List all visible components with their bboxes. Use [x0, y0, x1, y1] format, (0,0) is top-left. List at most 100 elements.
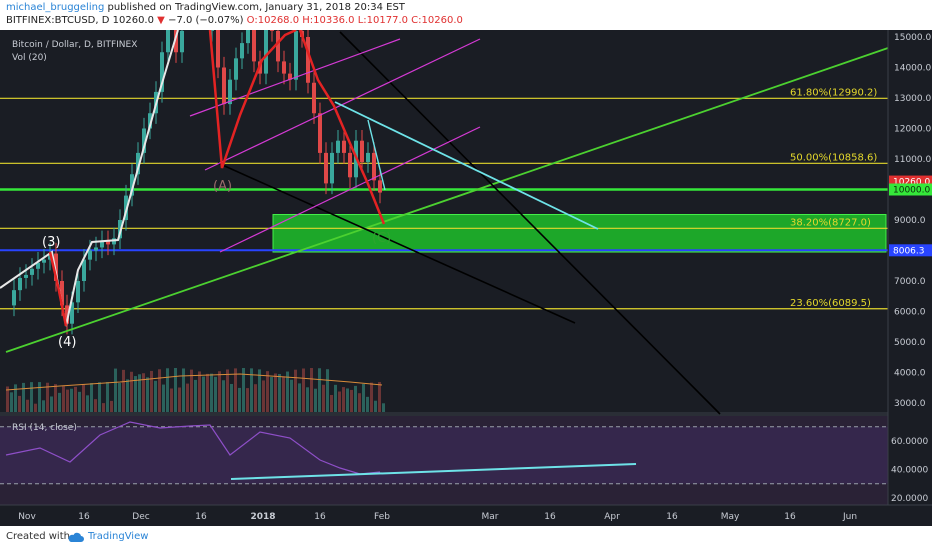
volume-bar: [370, 382, 373, 412]
volume-bar: [106, 382, 109, 412]
volume-bar: [122, 369, 125, 412]
ohlc-values: O:10268.0 H:10336.0 L:10177.0 C:10260.0: [246, 15, 463, 26]
candle-body: [216, 30, 220, 68]
candle-body: [60, 281, 64, 306]
chart-area[interactable]: 61.80%(12990.2) 50.00%(10858.6) 38.20%(872…: [0, 30, 932, 526]
y-tick-label: 15000.0: [894, 33, 931, 43]
volume-bar: [190, 369, 193, 412]
candle-body: [282, 61, 286, 74]
candle-body: [264, 30, 268, 74]
rsi-trend-line: [230, 463, 637, 480]
volume-bar: [218, 371, 221, 412]
ohlc-line: BITFINEX:BTCUSD, D 10260.0 ▼ −7.0 (−0.07…: [6, 15, 463, 26]
x-tick-label: 16: [195, 512, 207, 522]
volume-bar: [274, 373, 277, 412]
chart-header: michael_bruggeling published on TradingV…: [0, 0, 932, 30]
y-tick-label: 9000.0: [894, 216, 926, 226]
volume-bar: [382, 403, 385, 412]
volume-bar: [366, 396, 369, 412]
candle-body: [342, 140, 346, 153]
volume-bar: [114, 368, 117, 412]
pane-separator: [0, 412, 888, 416]
volume-bar: [354, 385, 357, 412]
candle-body: [42, 259, 46, 263]
candle-body: [378, 180, 382, 193]
y-tick-label: 5000.0: [894, 338, 926, 348]
published-text: published on TradingView.com, January 31…: [107, 2, 405, 13]
impulse-wave-line: [0, 30, 179, 327]
volume-bar: [282, 376, 285, 412]
candle-body: [240, 43, 244, 59]
volume-bar: [302, 368, 305, 412]
candle-body: [136, 152, 140, 175]
price-tag-label: 10000.0: [893, 186, 930, 196]
x-tick-label: Apr: [604, 512, 620, 522]
candle-body: [318, 113, 322, 153]
wave-4-line: [48, 251, 68, 327]
candle-body: [312, 82, 316, 114]
price-tag-label: 8006.3: [893, 246, 925, 256]
volume-bar: [186, 383, 189, 412]
volume-bar: [362, 383, 365, 412]
volume-bar: [46, 382, 49, 412]
volume-bar: [138, 374, 141, 412]
channel-line-mid: [204, 38, 481, 171]
candle-body: [65, 305, 69, 324]
candle-body: [336, 140, 340, 153]
trend-line-green: [5, 47, 889, 353]
y-tick-label: 13000.0: [894, 94, 931, 104]
volume-bar: [334, 384, 337, 412]
volume-bar: [126, 379, 129, 412]
volume-bar: [198, 371, 201, 412]
candle-body: [18, 277, 22, 291]
volume-bar: [142, 373, 145, 412]
volume-bar: [194, 379, 197, 412]
candle-body: [360, 140, 364, 163]
volume-bar: [286, 371, 289, 412]
x-tick-label: 16: [784, 512, 796, 522]
volume-bar: [242, 368, 245, 412]
x-tick-label: 16: [314, 512, 326, 522]
tradingview-brand-link[interactable]: TradingView: [88, 531, 149, 542]
y-tick-label: 6000.0: [894, 308, 926, 318]
volume-bar: [182, 368, 185, 412]
x-tick-label: Dec: [132, 512, 149, 522]
volume-bar: [306, 387, 309, 412]
volume-bar: [42, 400, 45, 412]
candle-body: [54, 253, 58, 281]
fib-label: 23.60%(6089.5): [790, 298, 871, 309]
volume-bar: [158, 369, 161, 412]
rsi-band: [0, 426, 888, 484]
x-tick-label: 2018: [250, 512, 275, 522]
volume-bar: [10, 392, 13, 412]
volume-bar: [254, 384, 257, 412]
volume-bar: [238, 387, 241, 412]
volume-bar: [66, 389, 69, 412]
series-legend: Bitcoin / Dollar, D, BITFINEX: [12, 40, 138, 50]
symbol-label: BITFINEX:BTCUSD, D: [6, 15, 110, 26]
chart-canvas[interactable]: 61.80%(12990.2) 50.00%(10858.6) 38.20%(872…: [0, 30, 932, 526]
volume-bar: [330, 394, 333, 412]
volume-bar: [38, 382, 41, 412]
volume-bar: [22, 382, 25, 412]
volume-bar: [358, 393, 361, 412]
author-link[interactable]: michael_bruggeling: [6, 2, 105, 13]
x-tick-label: Jun: [842, 512, 857, 522]
x-tick-label: 16: [666, 512, 678, 522]
candle-body: [324, 152, 328, 184]
price-axis-bg: [888, 30, 932, 526]
fib-label: 50.00%(10858.6): [790, 152, 877, 163]
wave-c-line: [298, 30, 386, 225]
candle-body: [234, 58, 238, 80]
volume-bar: [258, 369, 261, 412]
volume-bar: [162, 384, 165, 412]
volume-bar: [310, 368, 313, 412]
volume-bar: [314, 388, 317, 412]
candle-body: [166, 30, 170, 53]
volume-bar: [346, 388, 349, 412]
volume-bar: [30, 382, 33, 412]
volume-bar: [226, 369, 229, 412]
y-tick-label: 14000.0: [894, 64, 931, 74]
triangle-line-side: [367, 119, 386, 191]
channel-line-bottom: [219, 126, 481, 253]
